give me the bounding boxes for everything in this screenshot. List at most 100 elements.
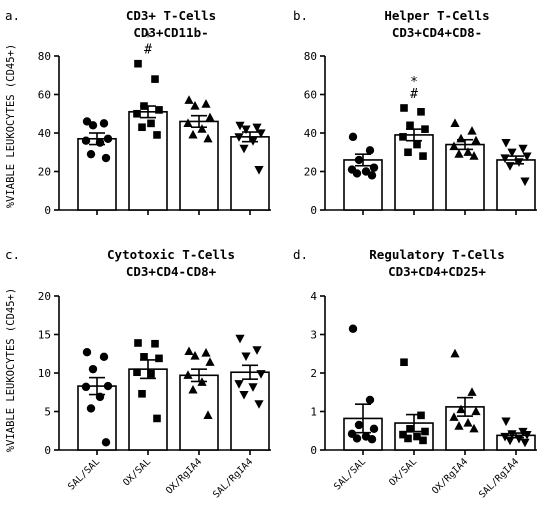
bar — [230, 136, 270, 211]
data-point — [467, 126, 477, 135]
y-tick-label: 20 — [38, 166, 51, 179]
x-category-label: SAL/SAL — [332, 456, 368, 492]
y-tick-label: 2 — [310, 367, 317, 380]
significance-mark: # — [144, 43, 152, 58]
y-tick-label: 80 — [38, 50, 51, 63]
data-point — [367, 171, 377, 180]
data-point — [507, 148, 517, 158]
chart-panel-d: d. Regulatory T-Cells CD3+CD4+CD25+ 0 1 2 3 4 SA… — [293, 247, 537, 501]
data-point — [469, 423, 479, 433]
data-point — [151, 75, 159, 83]
data-point — [518, 427, 528, 437]
data-point — [183, 370, 193, 379]
y-tick-label: 10 — [38, 367, 51, 380]
data-point — [101, 153, 111, 163]
data-point — [399, 430, 407, 439]
x-category-label: OX/SAL — [387, 456, 419, 488]
data-point — [99, 352, 109, 362]
data-point — [147, 369, 155, 378]
data-point — [400, 104, 408, 112]
data-point — [471, 135, 481, 145]
data-point — [138, 389, 146, 398]
bar — [128, 368, 168, 451]
data-point — [256, 370, 266, 379]
y-axis-label-bottom: %VIABLE LEUKOCYTES (CD45+) — [5, 288, 17, 452]
data-point — [239, 144, 249, 154]
panel-letter: a. — [5, 8, 20, 23]
y-tick-label: 20 — [38, 290, 51, 303]
y-tick-label: 15 — [38, 329, 51, 342]
data-point — [522, 152, 532, 162]
data-point — [365, 395, 375, 405]
data-point — [361, 167, 371, 176]
data-point — [235, 334, 245, 344]
data-point — [103, 381, 113, 391]
data-point — [417, 108, 425, 116]
data-point — [101, 438, 111, 447]
data-point — [404, 434, 412, 443]
y-tick-label: 60 — [38, 89, 51, 102]
data-point — [252, 123, 262, 133]
data-point — [86, 149, 96, 159]
data-point — [256, 129, 266, 138]
data-point — [140, 353, 148, 361]
data-point — [456, 404, 466, 414]
data-point — [197, 124, 207, 133]
data-point — [201, 347, 211, 357]
x-category-label: SAL/SAL — [66, 456, 102, 492]
significance-mark: * — [410, 75, 418, 90]
data-point — [241, 352, 251, 362]
data-point — [520, 177, 530, 187]
data-point — [520, 438, 530, 448]
data-point — [248, 383, 258, 392]
data-point — [406, 425, 414, 433]
y-tick-label: 40 — [38, 127, 51, 140]
data-point — [252, 346, 262, 355]
panel-title: Regulatory T-Cells — [369, 247, 504, 262]
data-point — [133, 368, 141, 377]
y-tick-label: 20 — [304, 166, 317, 179]
data-point — [201, 99, 211, 108]
data-point — [147, 119, 155, 128]
data-point — [348, 324, 358, 333]
data-point — [86, 404, 96, 413]
data-point — [449, 412, 459, 421]
data-point — [99, 119, 109, 128]
data-point — [450, 118, 460, 127]
data-point — [369, 424, 379, 434]
data-point — [365, 146, 375, 155]
data-point — [82, 117, 92, 126]
y-axis-label-top: %VIABLE LEUKOCYTES (CD45+) — [5, 44, 17, 208]
data-point — [505, 436, 515, 446]
data-point — [203, 410, 213, 419]
chart-panel-a: a. CD3+ T-Cells CD3+CD11b- 0 20 40 60 80 #* — [5, 8, 271, 217]
data-point — [235, 121, 245, 131]
data-point — [454, 149, 464, 158]
data-point — [190, 351, 200, 360]
data-point — [183, 118, 193, 127]
significance-mark: # — [410, 87, 418, 102]
data-point — [518, 144, 528, 154]
data-point — [450, 348, 460, 358]
x-category-label: OX/SAL — [121, 456, 153, 488]
bar — [179, 120, 219, 211]
data-point — [354, 155, 364, 165]
data-point — [463, 418, 473, 427]
data-point — [205, 112, 215, 122]
data-point — [134, 59, 142, 68]
data-point — [522, 431, 532, 440]
data-point — [421, 125, 429, 133]
data-point — [413, 140, 421, 149]
data-point — [419, 152, 427, 160]
data-point — [153, 131, 161, 139]
data-point — [184, 95, 194, 104]
chart-panel-b: b. Helper T-Cells CD3+CD4+CD8- 0 20 40 60 80 #* — [293, 8, 537, 217]
data-point — [188, 129, 198, 139]
y-tick-label: 60 — [304, 89, 317, 102]
data-point — [399, 133, 407, 141]
data-point — [205, 357, 215, 366]
data-point — [133, 109, 141, 118]
y-tick-label: 0 — [44, 444, 51, 457]
panel-subtitle: CD3+CD4+CD8- — [392, 25, 482, 40]
data-point — [400, 358, 408, 367]
